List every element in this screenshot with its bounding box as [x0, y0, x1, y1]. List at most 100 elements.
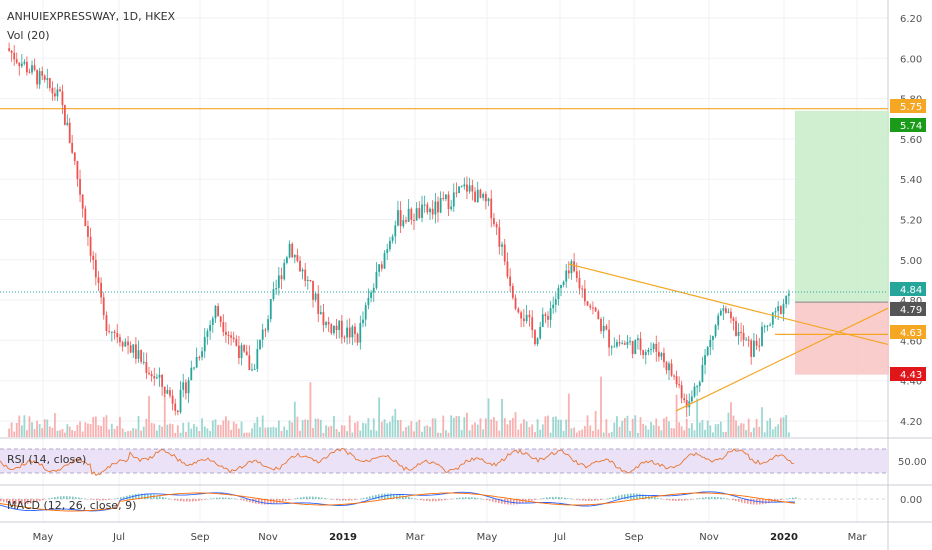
macd-histogram-bar [228, 497, 230, 499]
volume-bar [701, 419, 704, 437]
rsi-line [0, 447, 795, 477]
volume-bar [150, 422, 153, 437]
volume-bar [498, 430, 501, 437]
macd-histogram-bar [354, 499, 356, 500]
volume-bar [782, 417, 785, 437]
macd-histogram-bar [207, 499, 209, 500]
macd-histogram-bar [705, 497, 707, 499]
candle [431, 208, 434, 215]
volume-legend[interactable]: Vol (20) [7, 29, 50, 42]
macd-histogram-bar [537, 499, 539, 500]
macd-histogram-bar [168, 498, 170, 500]
candle [629, 341, 631, 343]
volume-bar [680, 426, 683, 437]
volume-bar [322, 432, 325, 437]
macd-histogram-bar [606, 498, 608, 500]
volume-bar [87, 423, 89, 437]
macd-histogram-bar [225, 497, 227, 499]
candle [314, 293, 317, 300]
macd-histogram-bar [711, 496, 713, 499]
macd-histogram-bar [69, 496, 71, 499]
macd-histogram-bar [435, 499, 437, 502]
volume-bar [554, 416, 557, 437]
candle [410, 208, 413, 221]
rsi-label: RSI (14, close) [7, 453, 87, 466]
macd-histogram-bar [714, 496, 716, 499]
volume-bar [785, 415, 788, 437]
macd-legend[interactable]: MACD (12, 26, close, 9) [7, 499, 136, 512]
macd-histogram-bar [432, 499, 434, 502]
volume-bar [277, 420, 280, 437]
volume-bar [735, 420, 737, 437]
macd-histogram-bar [366, 497, 368, 499]
candle [782, 304, 785, 314]
candle [657, 351, 660, 357]
macd-histogram-bar [204, 499, 206, 500]
volume-bar [405, 427, 407, 437]
macd-histogram-bar [78, 497, 80, 499]
volume-bar [89, 424, 92, 437]
price-tick-label: 5.40 [900, 175, 922, 186]
candle [602, 325, 605, 332]
volume-bar [525, 421, 528, 437]
candle [732, 318, 735, 321]
candle [637, 338, 639, 341]
volume-bar [547, 415, 549, 437]
volume-bar [48, 426, 51, 437]
volume-bar [493, 417, 495, 437]
volume-bar [31, 422, 33, 437]
volume-bar [201, 418, 203, 437]
candle [426, 204, 429, 213]
price-tag: 5.75 [890, 99, 926, 113]
volume-bar [567, 393, 570, 437]
macd-histogram-bar [360, 498, 362, 500]
candle [405, 220, 407, 222]
macd-histogram-bar [273, 499, 275, 504]
symbol-legend[interactable]: ANHUIEXPRESSWAY, 1D, HKEX [7, 10, 175, 23]
volume-bar [259, 427, 261, 437]
macd-histogram-bar [135, 493, 137, 499]
candle [724, 308, 727, 313]
volume-bar [211, 420, 214, 437]
volume-bar [317, 418, 320, 437]
volume-bar [740, 423, 742, 437]
volume-bar [251, 428, 253, 437]
time-tick-label: Nov [699, 532, 719, 543]
candle [552, 304, 555, 309]
candle [97, 277, 100, 283]
macd-histogram-bar [531, 499, 533, 501]
volume-bar [132, 427, 135, 437]
candle [351, 326, 354, 338]
volume-bar [230, 429, 233, 437]
rsi-legend[interactable]: RSI (14, close) [7, 453, 86, 466]
macd-histogram-bar [93, 499, 95, 501]
candle [600, 318, 602, 332]
macd-histogram-bar [732, 499, 734, 501]
price-tag: 4.79 [890, 302, 926, 316]
volume-bar [56, 430, 59, 437]
macd-histogram-bar [249, 499, 251, 503]
volume-bar [33, 428, 36, 437]
volume-bar [421, 431, 423, 437]
macd-histogram-bar [792, 497, 794, 499]
macd-histogram-bar [621, 494, 623, 499]
macd-histogram-bar [15, 499, 17, 505]
macd-histogram-bar [324, 498, 326, 499]
macd-histogram-bar [561, 497, 563, 499]
macd-histogram-bar [51, 497, 53, 499]
macd-histogram-bar [456, 498, 458, 499]
candle [769, 324, 771, 326]
candle [442, 197, 445, 199]
candle [198, 357, 201, 359]
macd-histogram-bar [90, 499, 92, 500]
price-tick-label: 4.60 [900, 336, 922, 347]
candle [779, 306, 782, 314]
macd-histogram-bar [612, 497, 614, 499]
candle [66, 122, 69, 125]
volume-bar [463, 417, 466, 437]
candle [452, 192, 455, 207]
volume-bar [66, 424, 69, 437]
time-tick-label: Mar [406, 532, 426, 543]
macd-histogram-bar [102, 499, 104, 501]
